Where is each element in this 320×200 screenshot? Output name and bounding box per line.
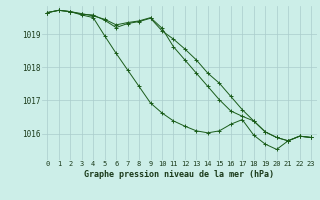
X-axis label: Graphe pression niveau de la mer (hPa): Graphe pression niveau de la mer (hPa) [84,170,274,179]
